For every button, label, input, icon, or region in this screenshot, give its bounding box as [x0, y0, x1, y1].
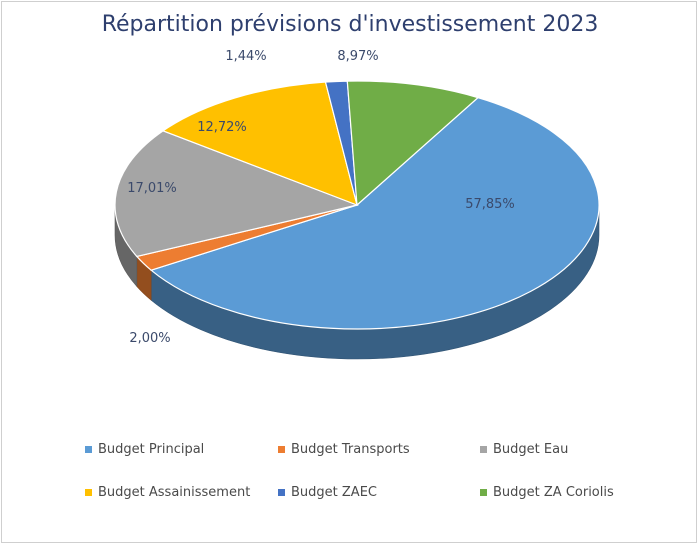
legend-item-budget-principal: Budget Principal [85, 442, 204, 457]
legend-swatch [85, 489, 92, 496]
legend-swatch [278, 489, 285, 496]
legend-item-budget-za-coriolis: Budget ZA Coriolis [480, 485, 614, 500]
chart-title: Répartition prévisions d'investissement … [101, 12, 599, 37]
legend-label: Budget Principal [98, 442, 205, 457]
data-label-budget-assainissement: 12,72% [197, 120, 247, 135]
chart-legend: Budget Principal Budget Transports Budget … [0, 430, 700, 510]
data-label-budget-zaec: 1,44% [225, 49, 266, 64]
legend-label: Budget Eau [493, 442, 569, 457]
legend-label: Budget Assainissement [98, 485, 251, 500]
data-label-budget-eau: 17,01% [127, 181, 177, 196]
legend-item-budget-zaec: Budget ZAEC [278, 485, 377, 500]
pie-slice-budget-za-coriolis [346, 80, 480, 207]
legend-label: Budget ZAEC [291, 485, 377, 500]
legend-item-budget-eau: Budget Eau [480, 442, 568, 457]
data-label-budget-principal: 57,85% [465, 197, 515, 212]
legend-swatch [85, 446, 92, 453]
legend-item-budget-assainissement: Budget Assainissement [85, 485, 250, 500]
pie-slice-budget-eau [114, 130, 360, 258]
legend-label: Budget ZA Coriolis [493, 485, 614, 500]
pie-slice-budget-principal [149, 96, 600, 330]
data-label-budget-za-coriolis: 8,97% [337, 49, 378, 64]
pie-slice-budget-assainissement [161, 81, 358, 206]
pie-chart: 57,85% 2,00% 17,01% 12,72% 1,44% 8,97% [114, 49, 600, 360]
legend-swatch [278, 446, 285, 453]
legend-swatch [480, 446, 487, 453]
legend-swatch [480, 489, 487, 496]
data-label-budget-transports: 2,00% [129, 331, 170, 346]
legend-label: Budget Transports [291, 442, 410, 457]
legend-item-budget-transports: Budget Transports [278, 442, 410, 457]
